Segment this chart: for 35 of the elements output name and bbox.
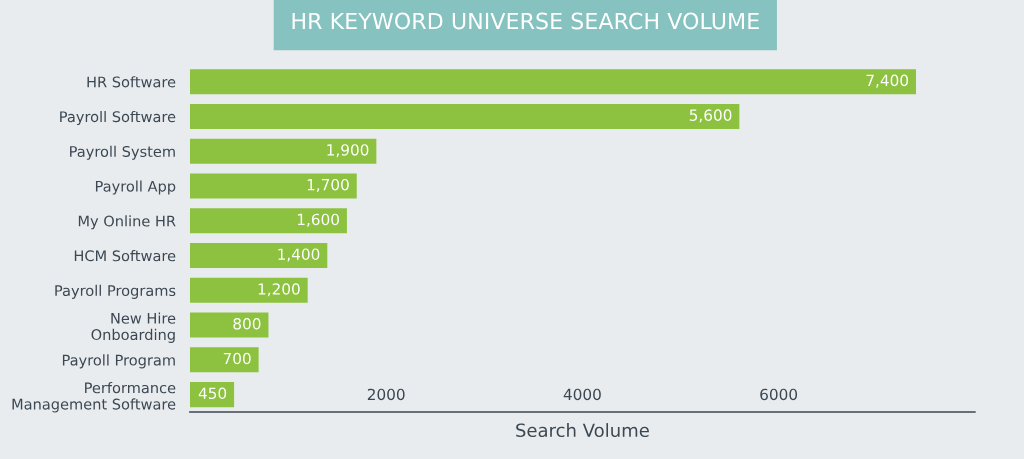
x-tick-label: 4000	[563, 388, 601, 401]
x-axis-title: Search Volume	[516, 423, 649, 438]
bar	[189, 312, 269, 338]
y-tick-label: Payroll App	[95, 180, 176, 195]
data-label: 1,600	[297, 213, 339, 227]
chart-title: HR KEYWORD UNIVERSE SEARCH VOLUME	[292, 12, 759, 30]
y-tick-label: Payroll Program	[62, 354, 175, 369]
data-label: 700	[223, 352, 251, 365]
data-label: 800	[233, 317, 261, 330]
y-tick-label: New Hire Onboarding	[91, 312, 176, 343]
bar	[189, 173, 357, 199]
bar	[189, 138, 377, 164]
y-tick-label: Payroll System	[70, 145, 175, 160]
bar	[189, 347, 259, 373]
x-tick-label: 2000	[367, 388, 405, 401]
y-tick-label: Performance Management Software	[12, 382, 176, 413]
bar	[189, 69, 916, 95]
bar	[189, 208, 347, 234]
y-tick-label: HR Software	[87, 76, 176, 88]
bar	[189, 382, 235, 408]
bar	[189, 277, 308, 303]
bar	[189, 103, 740, 129]
data-label: 450	[198, 387, 227, 400]
x-tick-label: 6000	[760, 388, 798, 401]
bar	[189, 243, 328, 269]
y-tick-label: Payroll Software	[60, 110, 176, 126]
y-tick-label: My Online HR	[78, 215, 176, 230]
data-label: 5,600	[689, 109, 732, 123]
y-tick-label: HCM Software	[74, 250, 176, 262]
data-label: 7,400	[866, 74, 909, 88]
y-tick-label: Payroll Programs	[55, 284, 176, 299]
data-label: 1,400	[278, 248, 320, 262]
data-label: 1,900	[327, 144, 369, 158]
data-label: 1,200	[258, 283, 300, 297]
data-label: 1,700	[307, 178, 349, 193]
